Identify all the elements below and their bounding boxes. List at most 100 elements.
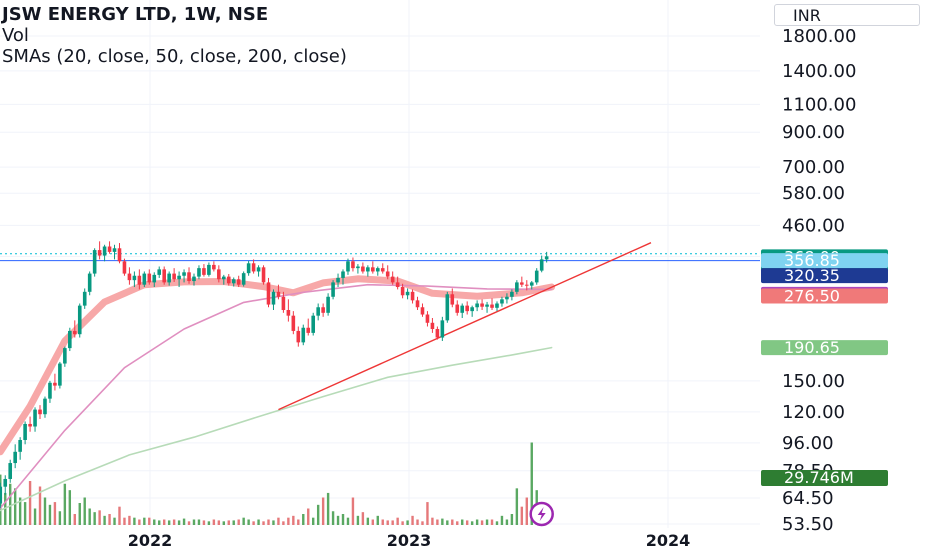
volume-bar <box>162 519 166 525</box>
volume-bar <box>133 517 136 525</box>
candle-body <box>241 273 246 285</box>
candle-body <box>112 248 117 252</box>
candle-body <box>63 348 67 364</box>
volume-bar <box>78 503 81 525</box>
volume-bar <box>421 521 424 525</box>
volume-bar <box>500 515 504 525</box>
candle-body <box>470 307 474 312</box>
volume-bar <box>426 502 429 525</box>
candle-body <box>207 264 211 275</box>
volume-bar <box>143 517 146 525</box>
candle-body <box>13 451 17 464</box>
candle-body <box>301 327 306 343</box>
volume-bar <box>441 518 444 525</box>
volume-bar <box>252 521 255 525</box>
volume-bar <box>113 517 116 525</box>
candle-body <box>276 291 281 297</box>
candle-body <box>529 282 534 286</box>
volume-bar <box>148 517 151 525</box>
sma-indicator-label[interactable]: SMAs (20, close, 50, close, 200, close) <box>2 46 347 67</box>
candle-body <box>375 268 380 272</box>
volume-bar <box>520 506 524 525</box>
price-tag <box>761 268 888 284</box>
candle-body <box>127 273 132 281</box>
volume-bar <box>262 521 265 525</box>
candle-body <box>192 276 196 282</box>
candle-body <box>371 267 375 272</box>
candle-body <box>122 261 127 274</box>
volume-bar <box>247 519 250 525</box>
candle-body <box>132 275 137 281</box>
chart-legend: JSW ENERGY LTD, 1W, NSE Vol SMAs (20, cl… <box>2 4 347 67</box>
volume-bar <box>371 519 375 525</box>
volume-bar <box>456 521 459 525</box>
volume-bar <box>98 510 101 525</box>
price-tag-label: 356.85 <box>784 251 840 270</box>
volume-bar <box>18 497 22 525</box>
volume-bar <box>197 519 201 525</box>
volume-bar <box>307 508 310 525</box>
y-tick-label: 53.50 <box>782 514 834 535</box>
candle-body <box>97 250 102 256</box>
volume-bar <box>446 520 449 525</box>
y-tick-label: 96.00 <box>782 433 834 454</box>
candle-body <box>544 256 549 260</box>
volume-indicator-label[interactable]: Vol <box>2 25 29 46</box>
candle-body <box>341 271 345 278</box>
candle-body <box>33 409 37 427</box>
candle-body <box>390 276 395 283</box>
volume-bar <box>257 519 260 525</box>
volume-bar <box>356 515 360 525</box>
volume-bar <box>123 517 126 525</box>
candle-body <box>524 284 529 286</box>
volume-bar <box>158 520 161 525</box>
candle-body <box>187 272 191 282</box>
y-tick-label: 900.00 <box>782 122 845 143</box>
volume-bar <box>312 517 315 525</box>
volume-bar <box>48 504 52 525</box>
candle-body <box>331 282 335 297</box>
candle-body <box>430 322 435 330</box>
y-tick-label: 1400.00 <box>782 61 856 82</box>
volume-bar <box>177 520 181 525</box>
volume-bar <box>485 519 489 525</box>
volume-tag-label: 29.746M <box>784 468 854 487</box>
y-tick-label: 460.00 <box>782 215 845 236</box>
candle-body <box>202 268 206 275</box>
candle-body <box>281 296 286 311</box>
volume-bar <box>63 483 67 525</box>
x-tick-label: 2023 <box>387 531 432 550</box>
currency-selector[interactable]: INR <box>774 4 920 26</box>
trendline <box>278 242 652 411</box>
volume-bar <box>167 520 171 525</box>
candle-body <box>256 267 261 272</box>
candle-body <box>217 269 221 280</box>
volume-bar <box>242 517 245 525</box>
candle-body <box>445 294 450 321</box>
candle-body <box>53 382 57 386</box>
volume-bar <box>68 490 72 525</box>
candle-body <box>8 463 13 479</box>
volume-bar <box>451 519 454 525</box>
volume-bar <box>128 515 131 525</box>
volume-bar <box>326 492 330 525</box>
volume-bar <box>321 497 325 525</box>
volume-bar <box>83 497 86 525</box>
sma-line-3 <box>0 346 553 512</box>
sma-line-2 <box>0 283 553 509</box>
candle-body <box>306 327 311 333</box>
price-tag-label: 276.50 <box>784 287 840 306</box>
candle-body <box>475 303 479 308</box>
candle-body <box>435 329 440 338</box>
volume-tag <box>761 470 888 486</box>
volume-bar <box>207 521 211 525</box>
y-tick-label: 1800.00 <box>782 26 856 47</box>
candle-body <box>380 268 385 272</box>
candle-body <box>296 330 301 343</box>
candle-body <box>534 270 539 283</box>
lightning-icon[interactable] <box>529 501 554 527</box>
candle-body <box>405 291 410 296</box>
candle-body <box>221 276 226 280</box>
